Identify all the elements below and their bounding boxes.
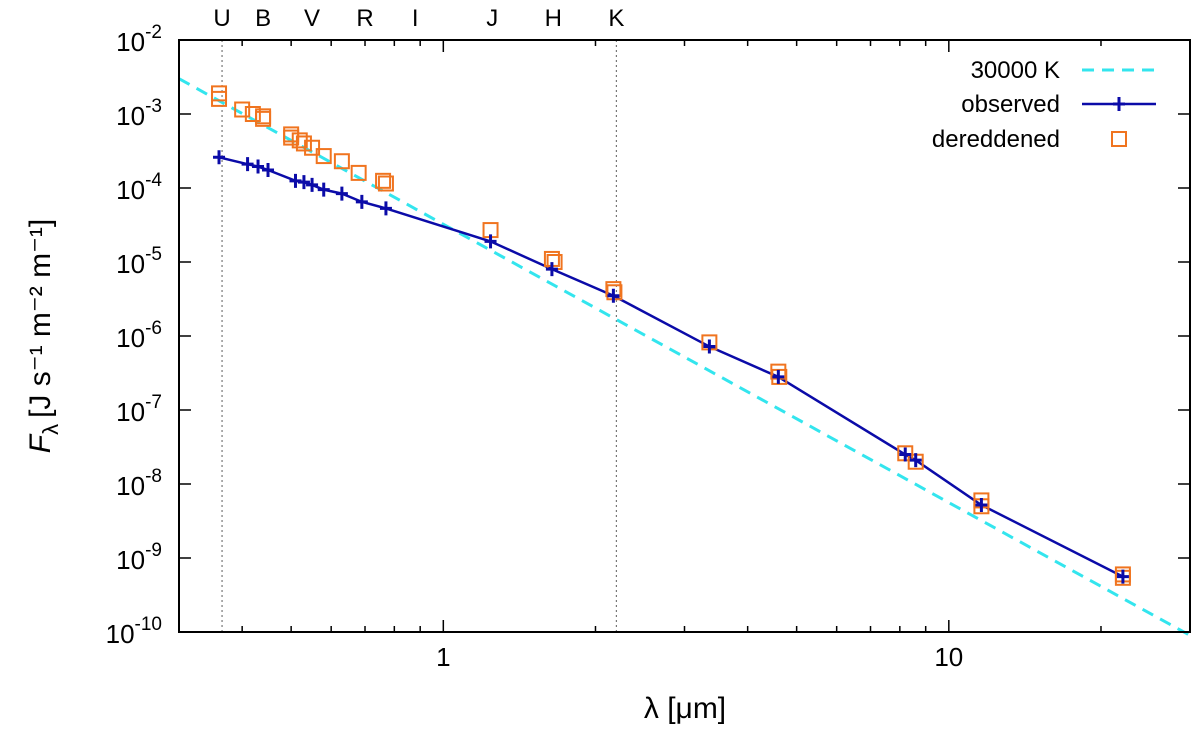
svg-text:Fλ[J s⁻¹ m⁻² m⁻¹]: Fλ [J s⁻¹ m⁻² m⁻¹] [24,219,63,453]
band-label-U: U [213,5,230,32]
observed-point-3 [262,163,275,178]
observed-point-7 [317,182,330,197]
y-axis-title: Fλ [J s⁻¹ m⁻² m⁻¹] [24,219,63,453]
axis-ticks: 10-10 10-9 10-8 10-7 10-6 10-5 10-4 10-3 10-2 1 10 [106,22,1191,672]
dereddened-point-12 [333,153,350,170]
legend-label-model: 30000 K [971,57,1060,84]
dereddened-point-7 [283,129,300,146]
observed-point-10 [379,201,392,216]
y-tick-label-5: 10-5 [116,244,162,279]
series-observed-line [218,156,1124,578]
y-tick-label-0: 10-10 [106,614,162,649]
legend-label-observed: observed [961,91,1060,118]
observed-point-12 [545,262,558,277]
observed-point-16 [899,447,912,462]
observed-point-11 [484,234,497,249]
data-series [178,77,1191,637]
dereddened-point-5 [255,110,272,127]
y-tick-label-4: 10-6 [116,318,162,353]
observed-point-18 [975,498,988,513]
dereddened-point-9 [295,135,312,152]
dereddened-point-11 [315,148,332,165]
band-label-H: H [545,5,562,32]
observed-point-14 [703,339,716,354]
y-tick-label-6: 10-4 [116,170,162,205]
band-label-V: V [304,5,320,32]
observed-point-13 [607,288,620,303]
observed-point-0 [213,150,226,165]
y-tick-label-2: 10-8 [116,466,162,501]
legend-swatch-dereddened [1111,131,1127,147]
observed-point-8 [335,186,348,201]
dereddened-point-3 [244,106,261,122]
y-tick-label-3: 10-7 [116,392,162,427]
x-tick-label-0: 1 [436,642,450,672]
band-label-I: I [412,5,419,32]
dereddened-point-10 [304,139,321,156]
dereddened-point-1 [211,90,228,107]
observed-point-6 [306,177,319,192]
series-model-line [178,77,1191,637]
band-label-B: B [255,5,271,32]
band-label-J: J [486,5,498,32]
dereddened-point-2 [234,101,251,118]
dereddened-point-13 [350,164,367,181]
y-tick-label-7: 10-3 [116,96,162,131]
y-tick-label-8: 10-2 [116,22,162,57]
legend-label-dereddened: dereddened [932,126,1060,153]
legend: 30000 K observed dereddened [932,57,1156,153]
observed-point-2 [252,159,265,174]
observed-point-9 [355,194,368,209]
y-axis-subscript: λ [38,424,63,435]
observed-point-5 [297,175,310,190]
y-tick-label-1: 10-9 [116,540,162,575]
x-tick-label-1: 10 [934,642,963,672]
legend-marker-observed [1113,97,1125,111]
observed-point-1 [241,157,254,172]
x-axis-title: λ [μm] [644,692,726,725]
band-label-K: K [608,5,624,32]
observed-point-17 [909,453,922,468]
dereddened-point-15 [377,175,394,192]
observed-point-19 [1116,569,1129,584]
y-axis-variable: F [24,433,57,453]
band-reference-lines [221,40,618,632]
y-axis-units: [J s⁻¹ m⁻² m⁻¹] [24,219,57,418]
observed-point-15 [772,369,785,384]
band-label-R: R [356,5,373,32]
dereddened-point-14 [375,172,392,189]
